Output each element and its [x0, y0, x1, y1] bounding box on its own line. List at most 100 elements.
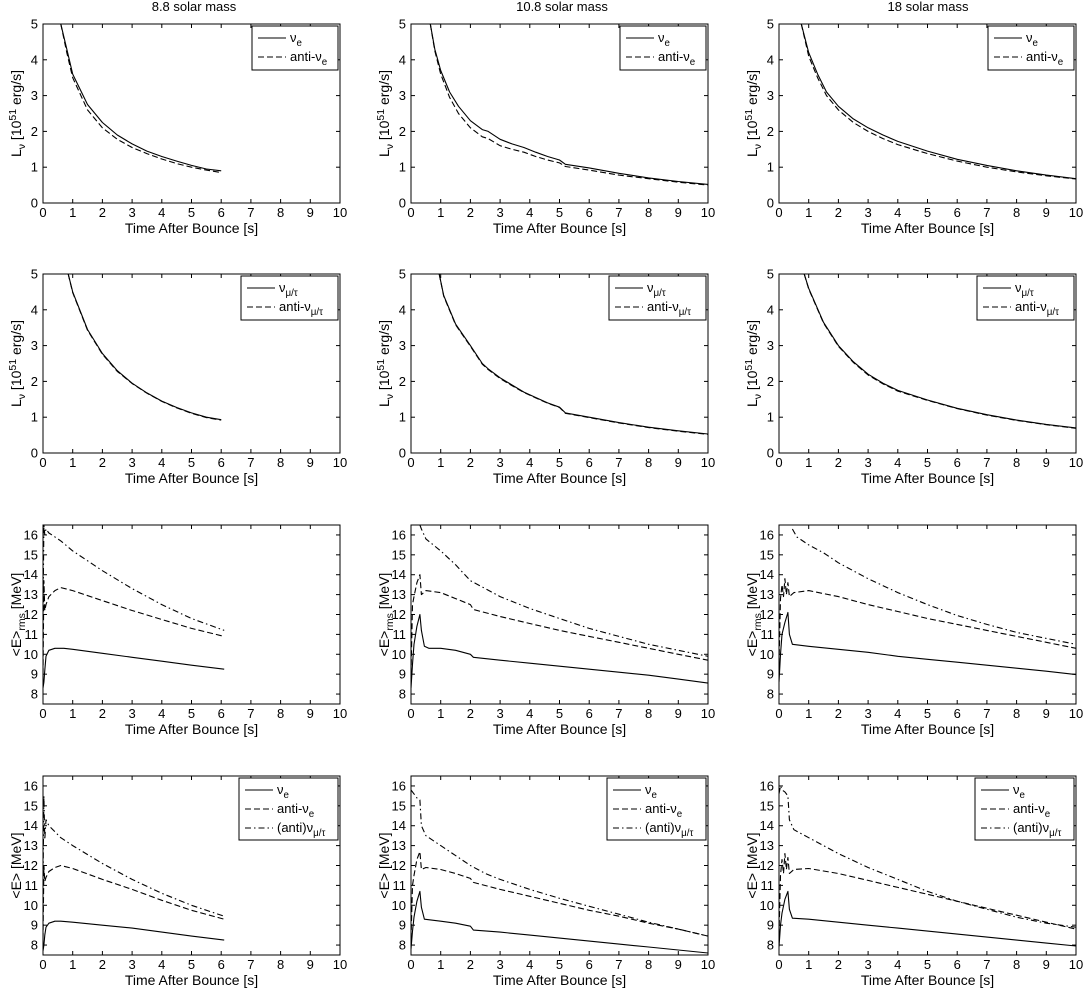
- y-tick-label: 8: [31, 938, 38, 953]
- x-tick-label: 10: [333, 706, 347, 721]
- legend-box: [619, 25, 707, 71]
- series-group: [43, 795, 225, 952]
- series-line-anti-e: [429, 24, 708, 186]
- x-tick-label: 1: [69, 706, 76, 721]
- label-run: 51: [7, 359, 19, 371]
- series-line--e: [429, 24, 708, 185]
- y-tick-label: 16: [760, 778, 774, 793]
- x-tick-label: 3: [496, 706, 503, 721]
- x-tick-label: 9: [307, 706, 314, 721]
- label-run: e: [297, 38, 302, 49]
- legend-entry: νe: [290, 30, 302, 49]
- legend-box: [240, 275, 339, 321]
- x-tick-label: 8: [645, 205, 652, 220]
- label-run: 51: [743, 359, 755, 371]
- legend-entry: (anti)νμ/τ: [645, 820, 693, 839]
- x-tick-label: 8: [645, 957, 652, 972]
- legend-entry: νe: [1013, 782, 1025, 801]
- y-tick-label: 14: [24, 818, 38, 833]
- legend-entry: anti-νe: [290, 49, 327, 68]
- y-tick-label: 4: [399, 52, 406, 67]
- x-tick-label: 8: [277, 455, 284, 470]
- x-tick-label: 6: [218, 205, 225, 220]
- y-tick-label: 11: [25, 627, 39, 642]
- label-run: e: [665, 38, 670, 49]
- x-tick-label: 5: [556, 455, 563, 470]
- x-tick-label: 0: [775, 455, 782, 470]
- x-tick-label: 2: [467, 706, 474, 721]
- y-tick-label: 8: [399, 687, 406, 702]
- x-axis-label: Time After Bounce [s]: [125, 220, 258, 236]
- y-tick-label: 14: [760, 567, 774, 582]
- x-tick-label: 0: [407, 205, 414, 220]
- x-tick-label: 4: [894, 205, 901, 220]
- legend-entry: (anti)νμ/τ: [277, 820, 325, 839]
- y-axis-label: Lν [1051 erg/s]: [7, 320, 28, 407]
- legend-entry: νe: [645, 782, 657, 801]
- x-tick-label: 10: [1069, 706, 1083, 721]
- label-run: erg/s]: [8, 320, 24, 359]
- label-run: ν: [1026, 30, 1033, 45]
- series-group: [779, 528, 1076, 683]
- y-tick-label: 16: [392, 778, 406, 793]
- x-tick-label: 2: [99, 957, 106, 972]
- legend-box: [608, 275, 707, 321]
- y-axis-label: <E> [MeV]: [744, 832, 760, 898]
- label-run: μ/τ: [1049, 828, 1061, 839]
- legend-entry: anti-νe: [658, 49, 695, 68]
- label-run: ν: [384, 144, 396, 149]
- y-tick-label: 3: [399, 88, 406, 103]
- x-tick-label: 7: [983, 205, 990, 220]
- y-tick-label: 12: [392, 607, 406, 622]
- legend-entry: νμ/τ: [279, 280, 298, 299]
- y-tick-label: 14: [24, 567, 38, 582]
- series-line-anti-e: [43, 864, 225, 940]
- y-tick-label: 8: [399, 938, 406, 953]
- x-tick-label: 4: [894, 957, 901, 972]
- x-tick-label: 9: [1043, 455, 1050, 470]
- x-tick-label: 5: [924, 205, 931, 220]
- y-axis-label: Lν [1051 erg/s]: [743, 70, 764, 157]
- y-tick-label: 13: [24, 587, 38, 602]
- label-run: ν: [1013, 782, 1020, 797]
- y-tick-label: 2: [399, 124, 406, 139]
- x-tick-label: 8: [277, 957, 284, 972]
- y-tick-label: 13: [24, 838, 38, 853]
- label-run: erg/s]: [744, 70, 760, 109]
- y-tick-label: 0: [31, 446, 38, 461]
- label-run: ν: [279, 280, 286, 295]
- label-run: rms: [16, 613, 28, 631]
- series-line--e: [800, 24, 1076, 180]
- series-line--anti-: [779, 785, 1076, 928]
- y-tick-label: 5: [399, 17, 406, 32]
- y-tick-label: 12: [760, 858, 774, 873]
- y-tick-label: 8: [767, 938, 774, 953]
- y-tick-label: 15: [24, 547, 38, 562]
- label-run: μ/τ: [313, 828, 325, 839]
- y-axis-label: <E> [MeV]: [8, 832, 24, 898]
- y-tick-label: 13: [392, 838, 406, 853]
- x-tick-label: 7: [615, 455, 622, 470]
- y-tick-label: 15: [392, 547, 406, 562]
- y-tick-label: 4: [399, 302, 406, 317]
- legend-entry: anti-νe: [277, 801, 314, 820]
- x-tick-label: 7: [615, 205, 622, 220]
- y-tick-label: 2: [31, 374, 38, 389]
- label-run: 51: [375, 359, 387, 371]
- label-run: ν: [384, 394, 396, 399]
- y-tick-label: 10: [24, 647, 38, 662]
- label-run: <E>: [8, 631, 24, 657]
- x-tick-label: 2: [835, 957, 842, 972]
- label-run: e: [652, 790, 657, 801]
- series-line-anti-: [438, 274, 708, 435]
- x-tick-label: 9: [307, 455, 314, 470]
- y-tick-label: 3: [399, 338, 406, 353]
- y-tick-label: 3: [31, 88, 38, 103]
- series-line-anti-e: [779, 578, 1076, 665]
- y-tick-label: 15: [392, 798, 406, 813]
